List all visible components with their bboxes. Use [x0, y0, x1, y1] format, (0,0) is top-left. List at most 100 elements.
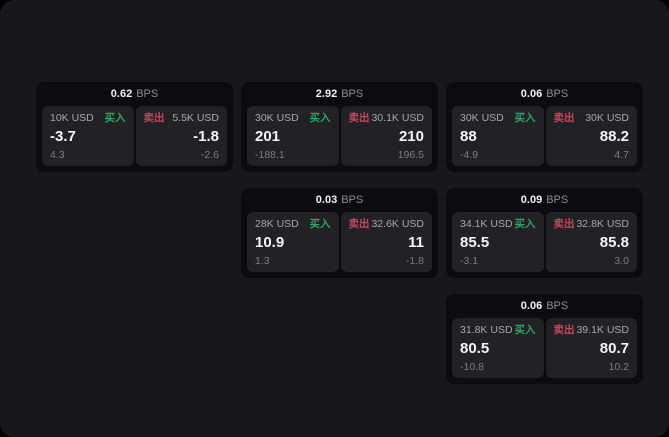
buy-quote-panel[interactable]: 31.8K USD 买入 80.5 -10.8 — [452, 318, 544, 378]
sell-panel-header: 卖出 30.1K USD — [349, 113, 425, 124]
buy-panel-header: 34.1K USD 买入 — [460, 219, 536, 230]
buy-tag: 买入 — [514, 324, 536, 336]
bps-unit-label: BPS — [546, 87, 569, 100]
sell-price: 85.8 — [599, 234, 629, 251]
quote-panels: 30K USD 买入 201 -188.1 卖出 30.1K USD 210 1… — [247, 106, 432, 166]
sell-tag: 卖出 — [553, 218, 575, 230]
sell-tag: 卖出 — [348, 218, 370, 230]
bps-unit-label: BPS — [546, 299, 569, 312]
sell-sub-value: 3.0 — [614, 254, 629, 267]
sell-price: 80.7 — [599, 340, 629, 357]
bps-header: 0.03 BPS — [247, 188, 432, 212]
sell-price: 88.2 — [599, 128, 629, 145]
quote-card: 0.09 BPS 34.1K USD 买入 85.5 -3.1 卖出 32.8K… — [446, 188, 643, 278]
bps-value: 0.03 — [315, 193, 338, 206]
cards-grid: 0.62 BPS 10K USD 买入 -3.7 4.3 卖出 5.5K USD… — [36, 82, 643, 384]
buy-price: 80.5 — [460, 340, 490, 357]
sell-amount: 30K USD — [585, 112, 629, 124]
sell-panel-header: 卖出 32.8K USD — [554, 219, 630, 230]
buy-panel-header: 10K USD 买入 — [50, 113, 126, 124]
sell-sub-value: -2.6 — [200, 148, 219, 161]
quote-panels: 34.1K USD 买入 85.5 -3.1 卖出 32.8K USD 85.8… — [452, 212, 637, 272]
quote-panels: 28K USD 买入 10.9 1.3 卖出 32.6K USD 11 -1.8 — [247, 212, 432, 272]
sell-panel-header: 卖出 30K USD — [554, 113, 630, 124]
sell-panel-header: 卖出 32.6K USD — [349, 219, 425, 230]
sell-price: -1.8 — [193, 128, 219, 145]
buy-tag: 买入 — [309, 218, 331, 230]
buy-price: 88 — [460, 128, 477, 145]
sell-price: 11 — [408, 234, 424, 251]
buy-tag: 买入 — [104, 112, 126, 124]
buy-price: 201 — [255, 128, 281, 145]
bps-value: 0.06 — [520, 87, 543, 100]
bps-unit-label: BPS — [546, 193, 569, 206]
sell-amount: 39.1K USD — [576, 324, 629, 336]
bps-unit-label: BPS — [341, 193, 364, 206]
bps-header: 0.09 BPS — [452, 188, 637, 212]
buy-sub-value: 4.3 — [50, 148, 65, 161]
buy-tag: 买入 — [514, 112, 536, 124]
quote-panels: 31.8K USD 买入 80.5 -10.8 卖出 39.1K USD 80.… — [452, 318, 637, 378]
buy-sub-value: -3.1 — [460, 254, 479, 267]
bps-unit-label: BPS — [341, 87, 364, 100]
buy-quote-panel[interactable]: 30K USD 买入 201 -188.1 — [247, 106, 339, 166]
buy-quote-panel[interactable]: 28K USD 买入 10.9 1.3 — [247, 212, 339, 272]
sell-amount: 32.6K USD — [371, 218, 424, 230]
buy-sub-value: -4.9 — [460, 148, 479, 161]
bps-header: 0.62 BPS — [42, 82, 227, 106]
sell-quote-panel[interactable]: 卖出 39.1K USD 80.7 10.2 — [545, 318, 637, 378]
buy-amount: 34.1K USD — [460, 218, 513, 230]
bps-unit-label: BPS — [136, 87, 159, 100]
buy-panel-header: 30K USD 买入 — [255, 113, 331, 124]
sell-sub-value: 4.7 — [614, 148, 629, 161]
sell-amount: 5.5K USD — [172, 112, 219, 124]
sell-sub-value: 10.2 — [608, 360, 629, 373]
quote-card: 0.03 BPS 28K USD 买入 10.9 1.3 卖出 32.6K US… — [241, 188, 438, 278]
bps-value: 0.62 — [110, 87, 133, 100]
bps-value: 2.92 — [315, 87, 338, 100]
bps-header: 0.06 BPS — [452, 82, 637, 106]
sell-quote-panel[interactable]: 卖出 30.1K USD 210 196.5 — [340, 106, 432, 166]
buy-amount: 30K USD — [255, 112, 299, 124]
sell-quote-panel[interactable]: 卖出 5.5K USD -1.8 -2.6 — [135, 106, 227, 166]
sell-amount: 32.8K USD — [576, 218, 629, 230]
bps-header: 0.06 BPS — [452, 294, 637, 318]
sell-tag: 卖出 — [348, 112, 370, 124]
buy-price: 10.9 — [255, 234, 285, 251]
sell-quote-panel[interactable]: 卖出 30K USD 88.2 4.7 — [545, 106, 637, 166]
sell-panel-header: 卖出 5.5K USD — [144, 113, 220, 124]
buy-panel-header: 31.8K USD 买入 — [460, 325, 536, 336]
sell-price: 210 — [398, 128, 424, 145]
sell-quote-panel[interactable]: 卖出 32.8K USD 85.8 3.0 — [545, 212, 637, 272]
quote-panels: 10K USD 买入 -3.7 4.3 卖出 5.5K USD -1.8 -2.… — [42, 106, 227, 166]
buy-amount: 28K USD — [255, 218, 299, 230]
sell-quote-panel[interactable]: 卖出 32.6K USD 11 -1.8 — [340, 212, 432, 272]
quote-card: 0.62 BPS 10K USD 买入 -3.7 4.3 卖出 5.5K USD… — [36, 82, 233, 172]
sell-tag: 卖出 — [143, 112, 165, 124]
buy-panel-header: 28K USD 买入 — [255, 219, 331, 230]
bps-header: 2.92 BPS — [247, 82, 432, 106]
sell-sub-value: 196.5 — [397, 148, 424, 161]
buy-quote-panel[interactable]: 34.1K USD 买入 85.5 -3.1 — [452, 212, 544, 272]
sell-tag: 卖出 — [553, 324, 575, 336]
buy-panel-header: 30K USD 买入 — [460, 113, 536, 124]
bps-value: 0.06 — [520, 299, 543, 312]
buy-tag: 买入 — [309, 112, 331, 124]
buy-amount: 10K USD — [50, 112, 94, 124]
buy-price: 85.5 — [460, 234, 490, 251]
buy-quote-panel[interactable]: 30K USD 买入 88 -4.9 — [452, 106, 544, 166]
quote-card: 0.06 BPS 31.8K USD 买入 80.5 -10.8 卖出 39.1… — [446, 294, 643, 384]
buy-amount: 30K USD — [460, 112, 504, 124]
sell-tag: 卖出 — [553, 112, 575, 124]
sell-amount: 30.1K USD — [371, 112, 424, 124]
buy-sub-value: 1.3 — [255, 254, 270, 267]
buy-sub-value: -188.1 — [255, 148, 285, 161]
quote-card: 2.92 BPS 30K USD 买入 201 -188.1 卖出 30.1K … — [241, 82, 438, 172]
quote-panels: 30K USD 买入 88 -4.9 卖出 30K USD 88.2 4.7 — [452, 106, 637, 166]
buy-amount: 31.8K USD — [460, 324, 513, 336]
buy-quote-panel[interactable]: 10K USD 买入 -3.7 4.3 — [42, 106, 134, 166]
sell-panel-header: 卖出 39.1K USD — [554, 325, 630, 336]
buy-tag: 买入 — [514, 218, 536, 230]
quote-card: 0.06 BPS 30K USD 买入 88 -4.9 卖出 30K USD 8… — [446, 82, 643, 172]
